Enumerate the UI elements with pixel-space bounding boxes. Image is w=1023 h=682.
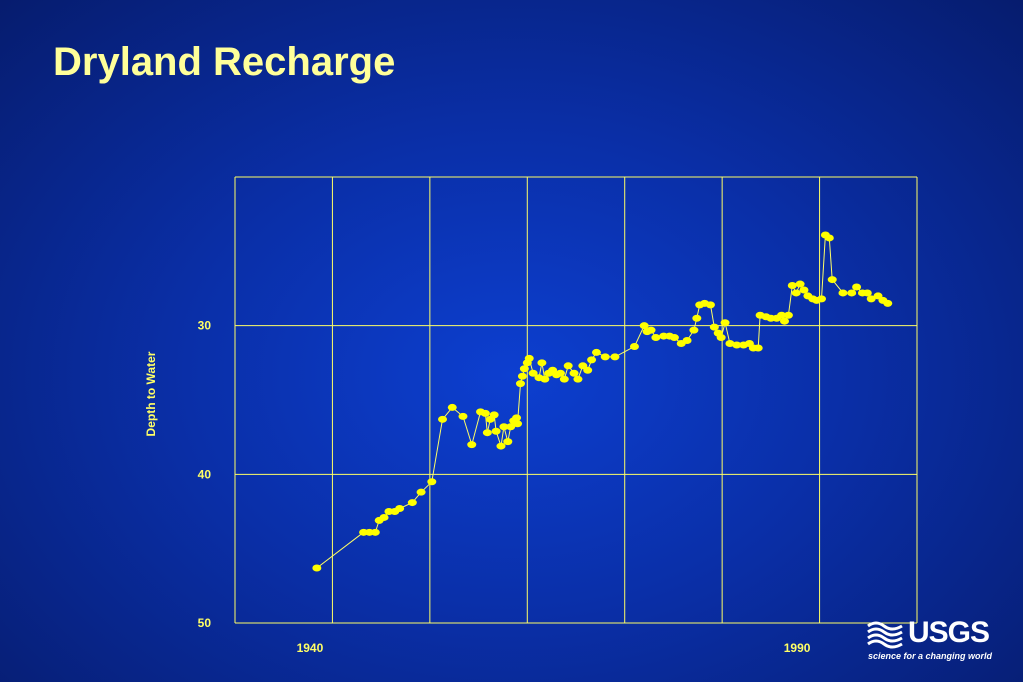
data-point <box>716 334 726 342</box>
usgs-tagline: science for a changing world <box>868 651 993 661</box>
data-point <box>559 375 569 383</box>
data-point <box>817 295 827 303</box>
data-point <box>395 505 405 513</box>
data-point <box>512 414 522 422</box>
data-point <box>427 478 437 486</box>
data-point <box>689 326 699 334</box>
data-point <box>753 344 763 352</box>
data-point <box>379 513 389 521</box>
data-point <box>447 403 457 411</box>
data-point <box>682 337 692 345</box>
data-point <box>312 564 322 572</box>
data-point <box>573 375 583 383</box>
data-point <box>646 326 656 334</box>
data-point <box>407 499 417 507</box>
data-point <box>827 276 837 284</box>
series-markers <box>312 231 893 572</box>
data-point <box>610 353 620 361</box>
data-point <box>838 289 848 297</box>
data-point <box>563 362 573 370</box>
data-point <box>503 438 513 446</box>
data-point <box>583 366 593 374</box>
y-axis-label: Depth to Water <box>144 351 158 436</box>
data-point <box>779 317 789 325</box>
data-point <box>600 353 610 361</box>
data-point <box>824 234 834 242</box>
data-point <box>862 289 872 297</box>
data-point <box>480 409 490 417</box>
data-point <box>787 282 797 290</box>
data-point <box>496 442 506 450</box>
data-point <box>537 359 547 367</box>
data-point <box>725 340 735 348</box>
data-point <box>515 380 525 388</box>
usgs-logo-text: USGS <box>908 616 990 649</box>
data-point <box>591 348 601 356</box>
data-point <box>651 334 661 342</box>
data-point <box>777 311 787 319</box>
x-tick-label: 1940 <box>297 641 324 655</box>
y-tick-label: 30 <box>198 319 212 333</box>
data-point <box>883 299 893 307</box>
data-point <box>587 356 597 364</box>
data-point <box>513 420 523 428</box>
x-tick-label: 1990 <box>784 641 811 655</box>
data-point <box>506 423 516 431</box>
slide-title: Dryland Recharge <box>53 40 396 84</box>
chart-grid <box>234 176 918 624</box>
data-point <box>791 289 801 297</box>
data-point <box>692 314 702 322</box>
data-point <box>720 319 730 327</box>
data-point <box>416 488 426 496</box>
data-point <box>517 372 527 380</box>
data-point <box>482 429 492 437</box>
axis-labels: 30 40 50 1940 1990 Depth to Water <box>144 319 811 655</box>
data-point <box>705 301 715 309</box>
data-point <box>458 412 468 420</box>
data-point <box>639 322 649 330</box>
data-point <box>732 341 742 349</box>
data-point <box>795 280 805 288</box>
data-point <box>847 289 857 297</box>
data-point <box>540 375 550 383</box>
data-point <box>467 441 477 449</box>
y-tick-label: 50 <box>198 616 212 630</box>
data-point <box>491 427 501 435</box>
data-point <box>866 295 876 303</box>
data-point <box>555 369 565 377</box>
y-tick-label: 40 <box>198 467 212 481</box>
data-point <box>669 334 679 342</box>
data-point <box>528 369 538 377</box>
data-point <box>629 342 639 350</box>
data-point <box>438 415 448 423</box>
data-point <box>709 323 719 331</box>
data-point <box>783 311 793 319</box>
data-point <box>524 354 534 362</box>
data-point <box>519 365 529 373</box>
data-point <box>569 369 579 377</box>
usgs-logo: USGS science for a changing world <box>866 616 1006 662</box>
data-point <box>852 283 862 291</box>
data-point <box>489 411 499 419</box>
usgs-wave-icon <box>867 621 903 649</box>
data-point <box>370 528 380 536</box>
data-point <box>499 423 509 431</box>
data-point <box>799 286 809 294</box>
